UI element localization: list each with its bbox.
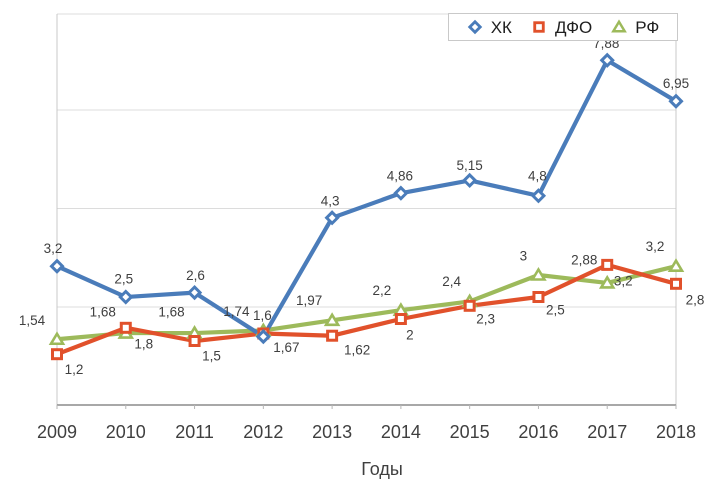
triangle-marker — [530, 266, 547, 281]
data-label-rf-2018: 3,2 — [646, 239, 665, 254]
data-label-hk-2013: 4,3 — [321, 193, 340, 208]
square-marker — [119, 321, 132, 334]
triangle-marker — [48, 331, 66, 346]
legend-label: РФ — [635, 17, 660, 37]
series-lines — [54, 58, 679, 357]
triangle-marker — [598, 274, 616, 289]
x-tick-label-2009: 2009 — [37, 422, 77, 442]
triangle-marker — [323, 312, 341, 327]
data-label-rf-2014: 2,2 — [372, 283, 391, 298]
triangle-marker — [611, 19, 628, 33]
legend-label: ХК — [490, 17, 512, 37]
square-marker — [326, 329, 339, 342]
diamond-marker — [118, 289, 134, 305]
diamond-marker — [186, 284, 203, 301]
square-marker — [394, 313, 407, 325]
data-label-dfo-2014: 2 — [406, 328, 414, 343]
series-markers — [48, 52, 685, 361]
x-tick-label-2011: 2011 — [175, 422, 214, 442]
legend-item-dfo: ДФО — [531, 19, 592, 36]
data-label-dfo-2009: 1,2 — [65, 362, 84, 377]
diamond-marker — [668, 93, 684, 109]
square-marker — [601, 258, 614, 271]
diamond-marker — [255, 328, 271, 345]
square-legend-icon — [533, 21, 545, 33]
data-label-rf-2011: 1,68 — [158, 305, 184, 320]
data-label-dfo-2011: 1,5 — [202, 349, 221, 364]
series-line-dfo — [54, 262, 679, 357]
x-tick-label-2013: 2013 — [312, 422, 352, 442]
data-label-rf-2015: 2,4 — [442, 274, 461, 289]
data-label-rf-2013: 1,97 — [296, 293, 322, 308]
diamond-marker — [530, 188, 547, 204]
x-tick-label-2010: 2010 — [106, 422, 146, 442]
data-label-dfo-2017: 2,88 — [571, 252, 597, 267]
diamond-marker — [393, 185, 409, 201]
x-axis-tick-labels: 2009 2010 2011 2012 2013 2014 2015 2016 2017 2018 — [37, 422, 696, 442]
square-marker — [532, 291, 545, 303]
diamond-marker — [462, 172, 478, 189]
data-labels: 1,54 1,68 1,68 1,74 1,97 2,2 2,4 3 3,2 3,2 1,2 1,8 1… — [19, 36, 705, 377]
triangle-legend-icon — [611, 19, 628, 33]
data-label-hk-2012: 1,6 — [253, 308, 272, 323]
data-label-dfo-2013: 1,62 — [344, 342, 370, 357]
legend-box: ХК ДФО РФ — [448, 13, 678, 41]
data-label-rf-2017: 3,2 — [614, 273, 633, 288]
data-label-hk-2015: 5,15 — [457, 158, 483, 173]
square-marker — [533, 21, 545, 33]
data-label-hk-2011: 2,6 — [186, 268, 205, 283]
triangle-marker — [667, 258, 685, 272]
data-label-rf-2010: 1,68 — [90, 305, 116, 320]
x-tick-label-2018: 2018 — [656, 422, 696, 442]
data-label-rf-2016: 3 — [520, 249, 528, 264]
data-label-hk-2010: 2,5 — [114, 272, 133, 287]
legend-item-hk: ХК — [467, 19, 512, 36]
square-marker — [51, 348, 63, 361]
x-axis — [56, 404, 677, 409]
data-label-dfo-2012: 1,67 — [273, 340, 299, 355]
diamond-marker — [599, 52, 615, 68]
square-marker — [670, 277, 682, 290]
data-label-dfo-2018: 2,8 — [686, 292, 705, 307]
diamond-marker — [49, 258, 65, 274]
data-label-dfo-2016: 2,5 — [546, 303, 565, 318]
x-tick-label-2014: 2014 — [381, 422, 421, 442]
square-marker — [463, 299, 476, 312]
legend-label: ДФО — [554, 17, 593, 37]
x-tick-label-2015: 2015 — [450, 422, 490, 442]
x-tick-label-2012: 2012 — [243, 422, 283, 442]
data-label-dfo-2015: 2,3 — [476, 311, 495, 326]
square-marker — [188, 335, 201, 347]
data-label-hk-2016: 4,8 — [528, 168, 547, 183]
data-label-hk-2018: 6,95 — [663, 76, 689, 91]
data-label-rf-2012: 1,74 — [223, 304, 250, 319]
x-tick-label-2016: 2016 — [518, 422, 558, 442]
diamond-marker — [324, 210, 340, 226]
x-tick-label-2017: 2017 — [587, 422, 627, 442]
data-label-rf-2009: 1,54 — [19, 313, 46, 328]
legend-item-rf: РФ — [611, 19, 659, 36]
data-label-hk-2009: 3,2 — [44, 241, 63, 256]
data-label-dfo-2010: 1,8 — [134, 336, 153, 351]
series-line-hk — [54, 58, 679, 339]
x-axis-title: Годы — [361, 459, 403, 479]
diamond-marker — [467, 19, 482, 35]
diamond-legend-icon — [467, 19, 482, 35]
data-label-hk-2014: 4,86 — [387, 169, 413, 184]
